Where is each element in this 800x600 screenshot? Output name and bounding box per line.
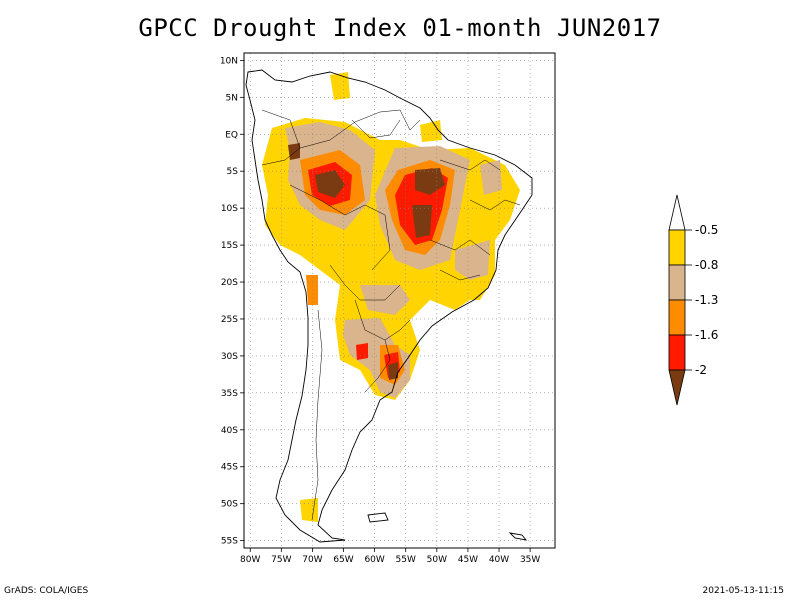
lon-tick-label: 60W	[364, 555, 384, 565]
colorbar-bin-1.3	[668, 299, 686, 336]
colorbar-bin-0.5	[668, 229, 686, 266]
lat-tick-label: 10S	[221, 204, 238, 214]
colorbar: -0.5 -0.8 -1.3 -1.6 -2	[668, 194, 718, 406]
lon-tick-label: 55W	[396, 555, 416, 565]
lat-tick-label: 5S	[227, 167, 239, 177]
colorbar-bottom-triangle	[668, 369, 686, 406]
lat-tick-label: EQ	[225, 130, 238, 140]
country-borders	[261, 109, 521, 521]
shading-level-2	[288, 143, 445, 380]
lon-tick-label: 40W	[489, 555, 509, 565]
lat-tick-label: 10N	[220, 56, 238, 66]
lat-tick-label: 45S	[221, 463, 238, 473]
lat-tick-label: 30S	[221, 352, 238, 362]
lat-tick-label: 15S	[221, 241, 238, 251]
map-axes: 10N 5N EQ 5S 10S 15S 20S 25S 30S 35S 40S 45S 50S 55S8…	[220, 56, 541, 565]
colorbar-label: -0.8	[695, 258, 718, 272]
lat-tick-label: 5N	[226, 93, 238, 103]
footer-credit: GrADS: COLA/IGES	[4, 586, 89, 596]
colorbar-label: -1.3	[695, 293, 718, 307]
lon-tick-label: 45W	[458, 555, 478, 565]
map-frame	[243, 52, 556, 549]
map-grid	[244, 53, 555, 548]
colorbar-bin-0.8	[668, 264, 686, 301]
colorbar-bin-1.6	[668, 334, 686, 371]
lon-tick-label: 70W	[302, 555, 322, 565]
footer-timestamp: 2021-05-13-11:15	[702, 586, 785, 596]
colorbar-label: -2	[695, 363, 707, 377]
coastline	[245, 69, 533, 543]
lon-tick-label: 35W	[520, 555, 540, 565]
lat-tick-label: 20S	[221, 278, 238, 288]
lon-tick-label: 75W	[271, 555, 291, 565]
lon-tick-label: 65W	[333, 555, 353, 565]
lat-tick-label: 50S	[221, 500, 238, 510]
chart-title: GPCC Drought Index 01-month JUN2017	[138, 14, 662, 42]
colorbar-top-triangle	[668, 194, 686, 231]
lon-tick-label: 50W	[427, 555, 447, 565]
drought-shading	[262, 72, 520, 522]
lat-tick-label: 35S	[221, 389, 238, 399]
colorbar-label: -1.6	[695, 328, 718, 342]
lon-tick-label: 80W	[240, 555, 260, 565]
lat-tick-label: 25S	[221, 315, 238, 325]
lat-tick-label: 40S	[221, 426, 238, 436]
lat-tick-label: 55S	[221, 537, 238, 547]
colorbar-label: -0.5	[695, 223, 718, 237]
